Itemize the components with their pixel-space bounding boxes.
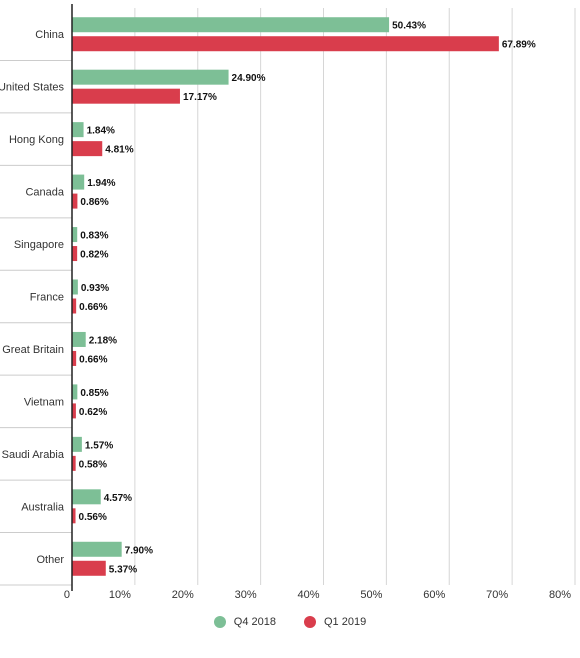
x-tick-label: 70% bbox=[486, 589, 508, 601]
data-label: 0.82% bbox=[80, 250, 108, 261]
data-label: 67.89% bbox=[502, 40, 536, 51]
data-label: 0.93% bbox=[81, 283, 109, 294]
legend-item-q4-2018: Q4 2018 bbox=[213, 616, 276, 628]
bar bbox=[72, 455, 76, 471]
bar-chart: 0 10% 20% 30% 40% 50% 60% 70% 80% China United Sta… bbox=[0, 4, 576, 601]
bar bbox=[72, 384, 78, 400]
category-label: Hong Kong bbox=[9, 134, 64, 146]
x-tick-label: 80% bbox=[549, 589, 571, 601]
legend-label-q1-2019: Q1 2019 bbox=[324, 616, 367, 628]
category-label: Singapore bbox=[14, 239, 64, 251]
data-label: 0.58% bbox=[79, 459, 107, 470]
category-label: Vietnam bbox=[24, 396, 64, 408]
category-label: China bbox=[35, 29, 65, 41]
bar bbox=[72, 88, 180, 104]
bar bbox=[72, 403, 76, 419]
x-tick-label: 60% bbox=[423, 589, 445, 601]
bar bbox=[72, 69, 229, 85]
bar bbox=[72, 122, 84, 138]
legend-swatch-q1-2019 bbox=[304, 616, 316, 628]
bar bbox=[72, 331, 86, 347]
bar bbox=[72, 17, 390, 33]
data-label: 0.85% bbox=[80, 388, 108, 399]
data-label: 0.66% bbox=[79, 302, 107, 313]
legend-label-q4-2018: Q4 2018 bbox=[233, 616, 276, 628]
x-tick-label: 0 bbox=[64, 589, 70, 601]
data-label: 0.66% bbox=[79, 354, 107, 365]
bar bbox=[72, 489, 101, 505]
category-label: Other bbox=[36, 554, 64, 566]
bar bbox=[72, 560, 106, 576]
x-tick-label: 40% bbox=[297, 589, 319, 601]
category-label: Saudi Arabia bbox=[2, 449, 65, 461]
data-label: 4.81% bbox=[105, 145, 133, 156]
data-label: 17.17% bbox=[183, 92, 217, 103]
legend: Q4 2018 Q1 2019 bbox=[0, 616, 580, 628]
bar bbox=[72, 193, 78, 209]
bar bbox=[72, 541, 122, 557]
data-label: 0.86% bbox=[80, 197, 108, 208]
bar bbox=[72, 227, 78, 243]
data-label: 50.43% bbox=[392, 21, 426, 32]
data-label: 2.18% bbox=[89, 335, 117, 346]
bar bbox=[72, 141, 103, 157]
category-label: Australia bbox=[21, 501, 65, 513]
bar bbox=[72, 508, 76, 524]
data-label: 5.37% bbox=[109, 564, 137, 575]
bar bbox=[72, 298, 77, 314]
category-label: United States bbox=[0, 82, 64, 94]
data-label: 0.83% bbox=[80, 231, 108, 242]
legend-swatch-q4-2018 bbox=[213, 616, 226, 628]
data-label: 0.56% bbox=[79, 512, 107, 523]
bar bbox=[72, 279, 78, 295]
bar bbox=[72, 174, 85, 190]
category-label: France bbox=[30, 292, 64, 304]
data-label: 1.94% bbox=[87, 178, 115, 189]
x-tick-label: 20% bbox=[172, 589, 194, 601]
data-label: 4.57% bbox=[104, 493, 132, 504]
data-label: 1.57% bbox=[85, 440, 113, 451]
category-label: Great Britain bbox=[2, 344, 64, 356]
data-label: 7.90% bbox=[125, 545, 153, 556]
legend-item-q1-2019: Q1 2019 bbox=[304, 616, 366, 628]
category-label: Canada bbox=[25, 187, 64, 199]
bar bbox=[72, 350, 77, 366]
bar bbox=[72, 246, 78, 262]
data-label: 1.84% bbox=[87, 126, 115, 137]
bar bbox=[72, 436, 82, 452]
x-tick-label: 50% bbox=[360, 589, 382, 601]
x-tick-label: 10% bbox=[109, 589, 131, 601]
data-label: 0.62% bbox=[79, 407, 107, 418]
x-tick-label: 30% bbox=[235, 589, 257, 601]
data-label: 24.90% bbox=[232, 73, 266, 84]
bar bbox=[72, 36, 499, 52]
